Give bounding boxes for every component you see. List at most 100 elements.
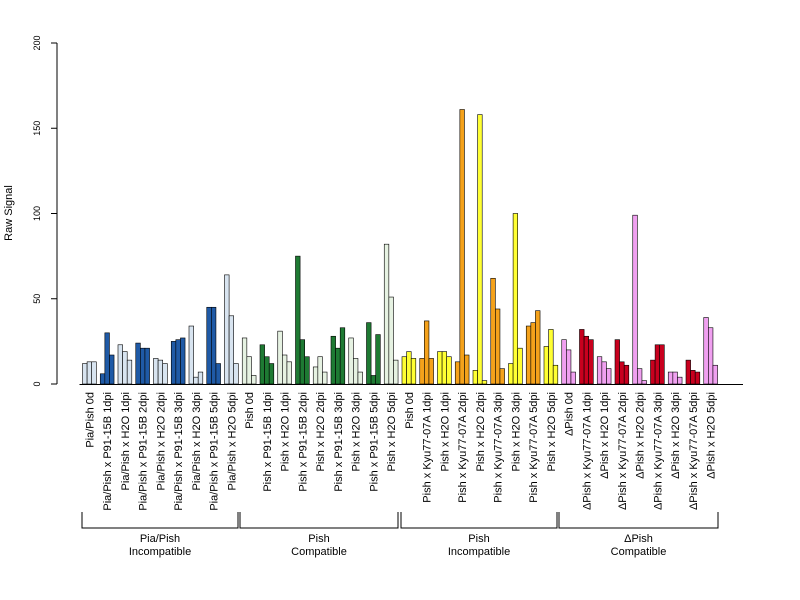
bar (406, 351, 412, 385)
bar (157, 359, 164, 385)
bar (410, 358, 417, 385)
x-tick-label: Pish x Kyu77-07A 2dpi (457, 392, 469, 503)
x-tick-label: Pish x Kyu77-07A 3dpi (493, 392, 505, 503)
bar (180, 337, 186, 385)
x-tick-label: ΔPish 0d (564, 392, 576, 436)
x-tick-label: Pia/Pish x H2O 2dpi (155, 392, 167, 490)
group-label-name: ΔPish (624, 533, 653, 545)
x-tick-label: Pia/Pish x H2O 1dpi (120, 392, 132, 490)
x-tick-label: Pish x H2O 2dpi (315, 392, 327, 471)
group-label-type: Compatible (291, 546, 347, 558)
bar (548, 329, 554, 385)
group-bracket (239, 512, 399, 529)
bar (295, 255, 301, 385)
bar (286, 361, 292, 385)
bar (499, 368, 505, 385)
x-tick-label: Pish x H2O 3dpi (510, 392, 522, 471)
bar (623, 364, 630, 385)
x-tick-label: Pish x H2O 3dpi (351, 392, 363, 471)
x-tick-label: Pish 0d (244, 392, 256, 429)
x-tick-label: Pish x P91-15B 1dpi (262, 392, 274, 492)
group-label-type: Incompatible (129, 546, 191, 558)
bar (437, 351, 443, 385)
bar (277, 330, 283, 385)
group-label-type: Incompatible (448, 546, 510, 558)
group-label-type: Compatible (611, 546, 667, 558)
bar (588, 339, 594, 385)
bar (215, 363, 221, 385)
bar (424, 320, 430, 385)
bar (282, 354, 288, 385)
bar (393, 359, 399, 385)
x-tick-label: Pish 0d (404, 392, 416, 429)
y-axis-label: Raw Signal (3, 185, 15, 241)
bar (388, 296, 394, 385)
bar (472, 370, 478, 385)
bar (140, 347, 146, 385)
group-bracket (81, 512, 239, 529)
bar (464, 354, 470, 385)
group-bracket (558, 512, 719, 529)
bar (197, 371, 204, 385)
bar (579, 329, 585, 385)
bar (175, 339, 181, 385)
bar (708, 327, 714, 385)
bar (268, 363, 275, 385)
bar (233, 363, 239, 385)
x-tick-label: ΔPish x Kyu77-07A 3dpi (652, 392, 664, 510)
bar (632, 214, 638, 385)
bar (685, 359, 691, 385)
bar (654, 344, 660, 385)
x-tick-label: Pish x H2O 5dpi (386, 392, 398, 471)
bar (153, 358, 159, 385)
bar (366, 322, 372, 385)
x-tick-label: Pish x H2O 2dpi (475, 392, 487, 471)
bar (530, 322, 536, 385)
bar (454, 361, 461, 385)
bar (353, 358, 359, 385)
bar (566, 349, 572, 385)
bar (446, 356, 452, 385)
bar (241, 337, 248, 385)
x-tick-label: Pia/Pish x P91-15B 5dpi (209, 392, 221, 511)
x-tick-label: Pish x Kyu77-07A 1dpi (422, 392, 434, 503)
bar (481, 380, 488, 385)
bar (251, 375, 257, 385)
x-tick-label: Pish x H2O 1dpi (439, 392, 451, 471)
group-label-name: Pia/Pish (140, 533, 180, 545)
bar (561, 339, 567, 385)
bar (428, 358, 434, 385)
x-tick-label: Pish x P91-15B 5dpi (368, 392, 380, 492)
x-tick-label: Pia/Pish x H2O 3dpi (191, 392, 203, 490)
bar (677, 376, 683, 385)
bar (264, 356, 270, 385)
bar (641, 380, 647, 385)
bar (144, 347, 150, 385)
bar (672, 371, 678, 385)
bar (206, 306, 212, 385)
x-tick-label: ΔPish x H2O 1dpi (599, 392, 611, 479)
x-tick-label: ΔPish x H2O 5dpi (706, 392, 718, 479)
x-tick-label: ΔPish x H2O 2dpi (635, 392, 647, 479)
bar (357, 371, 363, 385)
bar (135, 342, 141, 385)
x-tick-label: Pia/Pish x P91-15B 3dpi (173, 392, 185, 511)
bar (596, 356, 603, 385)
x-tick-label: ΔPish x Kyu77-07A 2dpi (617, 392, 629, 510)
group-brackets: Pia/PishIncompatiblePishCompatiblePishIn… (81, 512, 719, 558)
bar (348, 337, 354, 385)
x-tick-labels: Pia/Pish 0d Pia/Pish x P91-15B 1dpi Pia/Pi… (84, 392, 717, 511)
y-tick-label: 100 (32, 206, 42, 221)
bar (401, 356, 407, 385)
bar (667, 371, 674, 385)
bar (535, 310, 541, 385)
bar (246, 356, 252, 385)
bar (104, 332, 110, 385)
y-tick-label: 200 (32, 35, 42, 50)
bar (712, 364, 718, 385)
bar (601, 361, 607, 385)
bar (188, 325, 194, 385)
bar (91, 361, 97, 385)
bar (495, 308, 501, 385)
